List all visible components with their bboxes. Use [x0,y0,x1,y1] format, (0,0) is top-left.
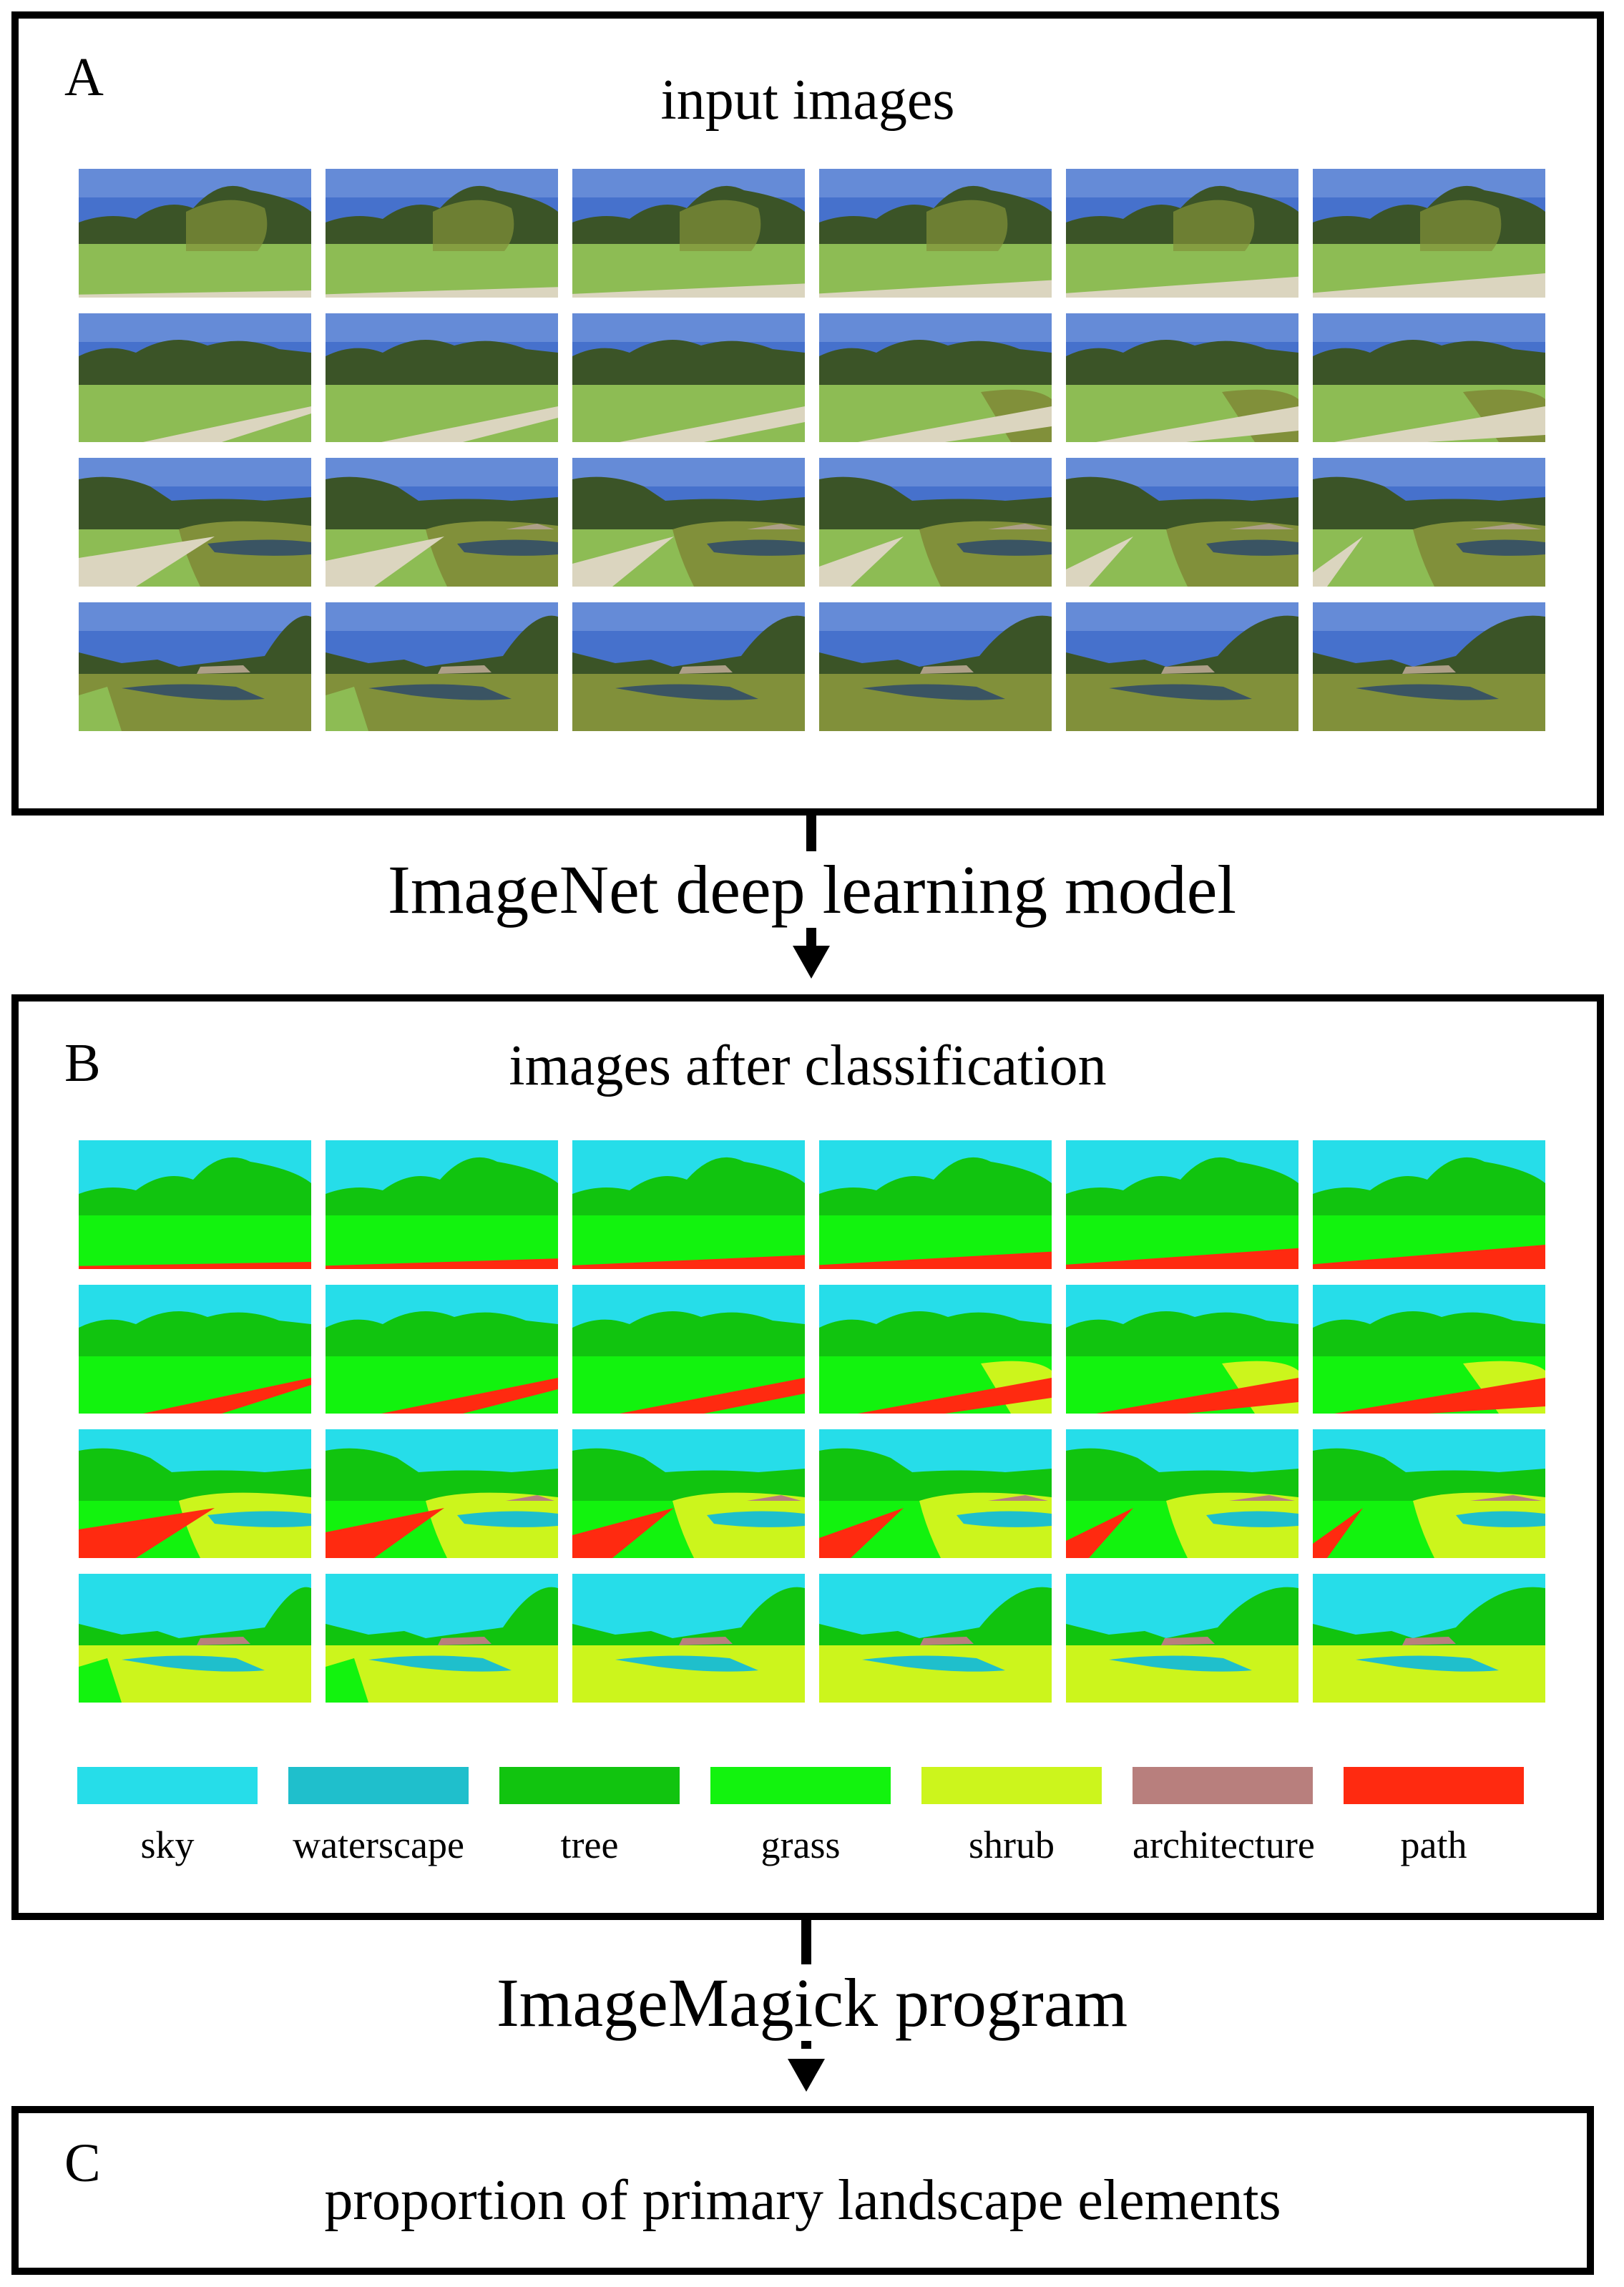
input-image-thumbnail [1066,458,1298,587]
input-image-thumbnail [326,313,558,442]
classified-image-thumbnail [1313,1285,1545,1414]
input-image-thumbnail [79,169,311,298]
step-label-model-text: ImageNet deep learning model [383,851,1241,928]
legend-item: waterscape [288,1767,469,1867]
classified-image-thumbnail [572,1429,805,1558]
input-image-thumbnail [79,313,311,442]
input-image-thumbnail [326,169,558,298]
input-image-thumbnail [1066,169,1298,298]
panel-c-letter: C [64,2133,101,2193]
classified-image-thumbnail [79,1429,311,1558]
classified-image-thumbnail [326,1574,558,1703]
classified-image-thumbnail [79,1574,311,1703]
input-image-thumbnail [819,458,1052,587]
input-image-thumbnail [1313,602,1545,731]
input-image-thumbnail [572,169,805,298]
legend-item: architecture [1133,1767,1315,1867]
legend-label: architecture [1133,1823,1315,1866]
classified-image-thumbnail [326,1285,558,1414]
legend-swatch [1133,1767,1313,1804]
legend-label: path [1400,1823,1467,1866]
legend-swatch [1344,1767,1524,1804]
input-image-grid [79,169,1545,731]
class-legend: sky waterscape tree grass shrub architecture p… [77,1767,1537,1874]
legend-swatch [710,1767,891,1804]
input-image-thumbnail [1313,169,1545,298]
input-image-thumbnail [819,313,1052,442]
classified-image-thumbnail [819,1285,1052,1414]
legend-label: grass [760,1823,841,1866]
input-image-thumbnail [79,602,311,731]
legend-label: waterscape [293,1823,464,1866]
panel-a-letter: A [64,47,104,107]
classified-image-thumbnail [1066,1140,1298,1269]
classified-image-thumbnail [1313,1140,1545,1269]
classified-image-thumbnail [326,1140,558,1269]
classified-image-thumbnail [79,1285,311,1414]
classified-image-thumbnail [326,1429,558,1558]
classified-image-thumbnail [819,1429,1052,1558]
input-image-thumbnail [1313,313,1545,442]
legend-swatch [77,1767,258,1804]
legend-swatch [499,1767,680,1804]
classified-image-thumbnail [572,1574,805,1703]
legend-swatch [288,1767,469,1804]
step-label-program: ImageMagick program [0,1964,1624,2041]
input-image-thumbnail [326,458,558,587]
classified-image-thumbnail [1066,1285,1298,1414]
classified-image-grid [79,1140,1545,1703]
arrowhead-b-c [788,2059,825,2092]
legend-item: grass [710,1767,891,1867]
panel-c: C proportion of primary landscape elemen… [11,2106,1594,2275]
legend-label: sky [140,1823,195,1866]
input-image-thumbnail [1313,458,1545,587]
legend-item: sky [77,1767,258,1867]
input-image-thumbnail [819,169,1052,298]
legend-label: tree [560,1823,619,1866]
input-image-thumbnail [572,458,805,587]
input-image-thumbnail [572,313,805,442]
panel-a-title: input images [660,69,955,132]
classified-image-thumbnail [572,1285,805,1414]
classified-image-thumbnail [1066,1574,1298,1703]
classified-image-thumbnail [1313,1429,1545,1558]
arrowhead-a-b [793,946,830,979]
input-image-thumbnail [326,602,558,731]
legend-item: tree [499,1767,680,1867]
classified-image-thumbnail [1066,1429,1298,1558]
input-image-thumbnail [819,602,1052,731]
classified-image-thumbnail [79,1140,311,1269]
classified-image-thumbnail [819,1574,1052,1703]
classified-image-thumbnail [1313,1574,1545,1703]
classified-image-thumbnail [819,1140,1052,1269]
input-image-thumbnail [1066,313,1298,442]
classified-image-thumbnail [572,1140,805,1269]
legend-item: shrub [921,1767,1102,1867]
panel-c-title: proportion of primary landscape elements [324,2169,1281,2232]
legend-item: path [1344,1767,1524,1867]
input-image-thumbnail [572,602,805,731]
legend-swatch [921,1767,1102,1804]
legend-label: shrub [969,1823,1055,1866]
input-image-thumbnail [1066,602,1298,731]
panel-b-title: images after classification [509,1034,1107,1097]
panel-b-letter: B [64,1033,101,1093]
step-label-model: ImageNet deep learning model [0,851,1624,928]
input-image-thumbnail [79,458,311,587]
step-label-program-text: ImageMagick program [491,1964,1133,2041]
